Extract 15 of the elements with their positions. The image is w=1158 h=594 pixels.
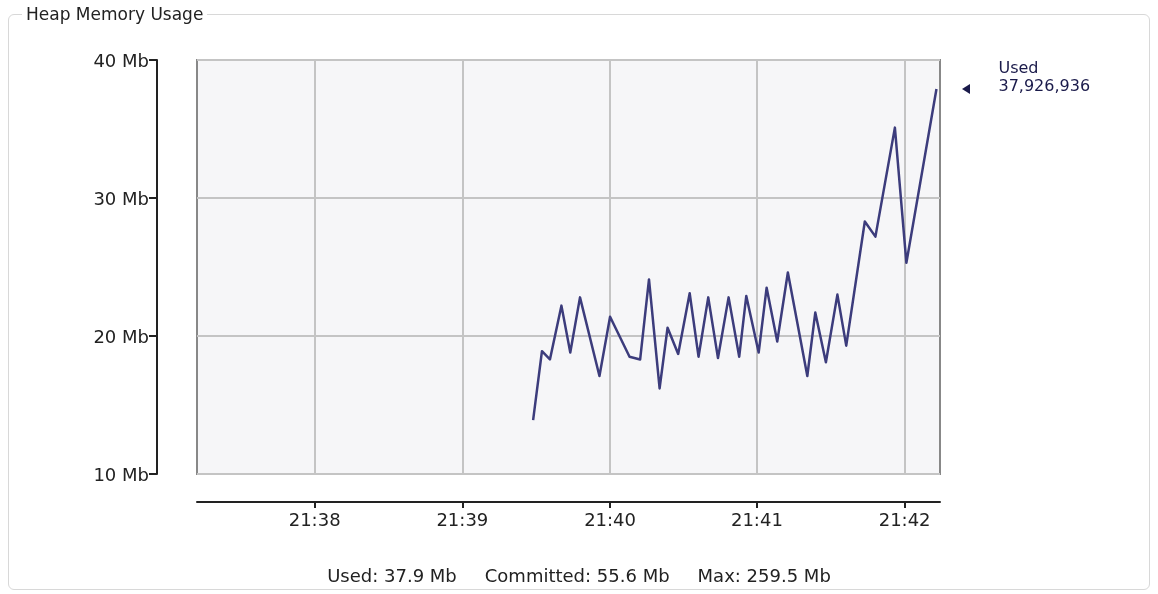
x-tick-label: 21:38 [288, 508, 341, 530]
y-tick-label: 20 Mb [93, 325, 149, 347]
line-series [531, 87, 938, 422]
x-tick-label: 21:39 [436, 508, 489, 530]
y-tick-label: 40 Mb [93, 49, 149, 71]
x-tick-label: 21:41 [730, 508, 783, 530]
text: Max: 259.5 Mb [697, 565, 831, 586]
y-tick-label: 10 Mb [93, 463, 149, 485]
chart-title: Heap Memory Usage [22, 4, 208, 24]
x-tick-label: 21:42 [878, 508, 931, 530]
text: Committed: 55.6 Mb [484, 565, 670, 586]
y-tick-label: 30 Mb [93, 187, 149, 209]
text: Used: 37.9 Mb [327, 565, 457, 586]
text: Used 37,926,936 [998, 57, 1091, 95]
x-tick-label: 21:40 [584, 508, 637, 530]
